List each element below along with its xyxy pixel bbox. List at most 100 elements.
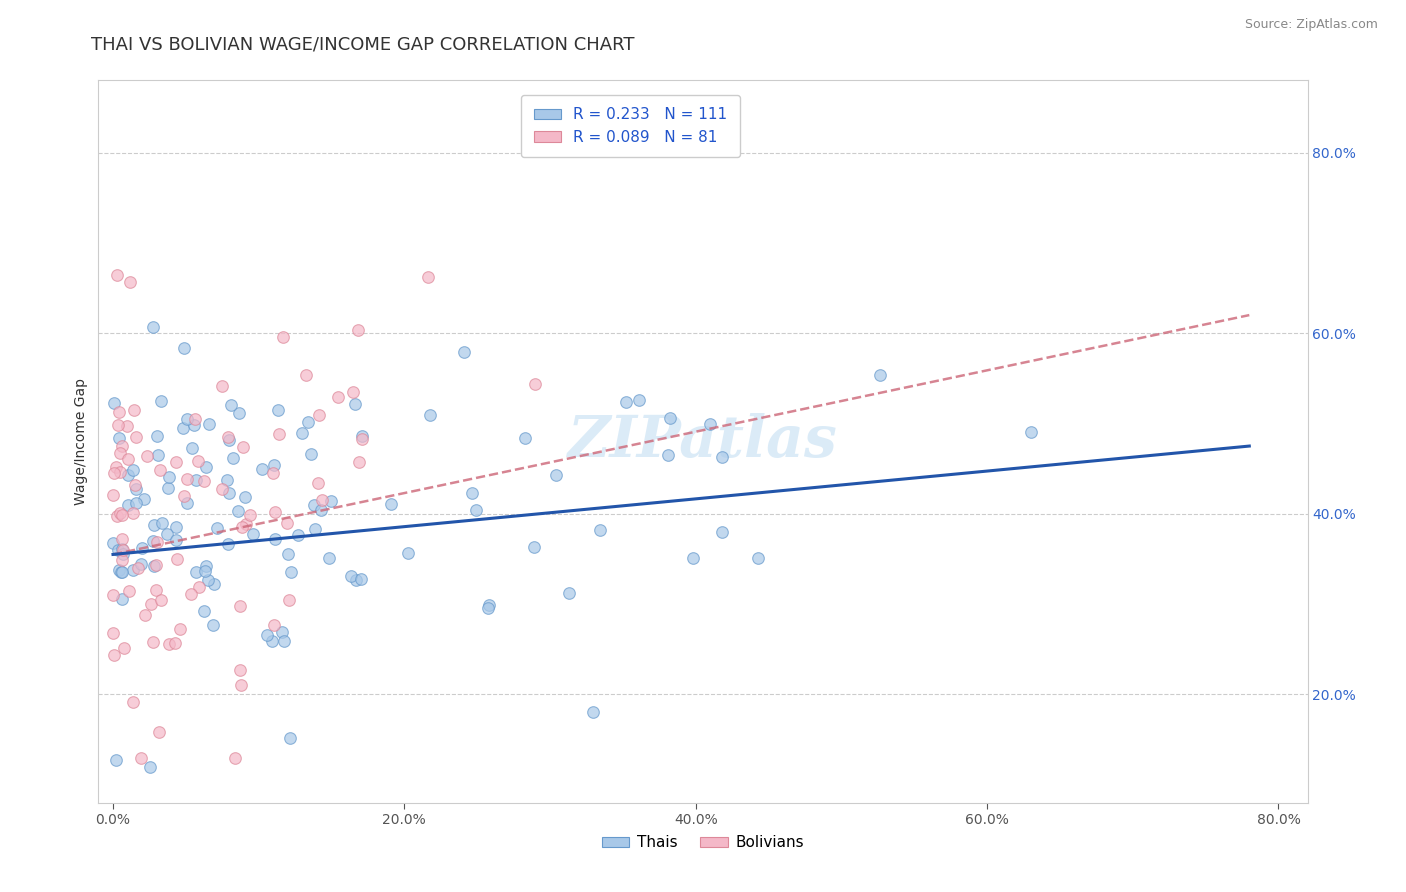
Point [218,433,240,447]
Point [176,496,198,510]
Point [165,520,187,534]
Point [256,628,278,642]
Point [453,345,475,359]
Point [103,648,125,662]
Point [350,429,373,443]
Point [297,415,319,429]
Point [103,588,125,602]
Point [111,566,134,580]
Point [295,368,318,382]
Point [250,462,273,476]
Point [465,503,488,517]
Point [183,418,205,433]
Point [108,465,131,479]
Point [228,504,250,518]
Point [131,541,153,555]
Point [132,491,155,506]
Point [287,527,309,541]
Point [157,469,180,483]
Point [262,466,284,480]
Point [346,323,368,337]
Point [136,449,159,463]
Point [278,593,301,607]
Point [166,552,188,566]
Point [513,431,536,445]
Point [149,463,172,477]
Point [111,533,134,547]
Point [145,558,167,573]
Point [165,455,187,469]
Point [195,559,218,574]
Point [134,607,156,622]
Y-axis label: Wage/Income Gap: Wage/Income Gap [75,378,89,505]
Point [131,750,153,764]
Point [124,477,146,491]
Point [111,541,134,556]
Point [184,473,207,487]
Point [101,626,124,640]
Point [344,573,367,587]
Point [122,562,145,576]
Point [157,637,180,651]
Point [172,421,194,435]
Point [142,320,165,334]
Point [231,678,253,692]
Point [111,439,134,453]
Point [115,419,138,434]
Point [142,518,165,533]
Point [416,270,439,285]
Point [146,535,169,549]
Point [229,664,252,678]
Point [103,396,125,410]
Point [478,598,501,612]
Point [129,558,152,572]
Point [350,432,373,446]
Point [156,481,179,495]
Point [117,467,139,482]
Point [186,565,208,579]
Point [125,496,148,510]
Point [165,533,187,547]
Point [699,417,721,431]
Point [195,460,218,475]
Point [304,498,326,512]
Point [301,447,323,461]
Point [211,379,233,393]
Point [103,466,125,480]
Point [110,566,132,580]
Point [145,428,167,442]
Point [869,368,891,382]
Point [173,489,195,503]
Point [112,640,135,655]
Point [105,268,128,283]
Point [117,451,139,466]
Point [176,472,198,486]
Text: ZIPatlas: ZIPatlas [568,413,838,470]
Point [304,522,326,536]
Point [173,341,195,355]
Point [127,560,149,574]
Point [142,635,165,649]
Point [271,329,294,343]
Point [122,402,145,417]
Point [524,377,547,392]
Point [118,276,141,290]
Point [111,591,134,606]
Point [657,448,679,462]
Point [266,403,288,417]
Point [342,385,364,400]
Point [228,407,250,421]
Point [201,617,224,632]
Point [108,506,131,520]
Point [111,508,134,522]
Point [217,430,239,444]
Point [121,506,143,520]
Point [589,523,612,537]
Point [150,516,173,530]
Point [187,453,209,467]
Point [139,760,162,774]
Point [350,573,373,587]
Point [628,393,651,408]
Legend: Thais, Bolivians: Thais, Bolivians [596,830,810,856]
Point [264,505,287,519]
